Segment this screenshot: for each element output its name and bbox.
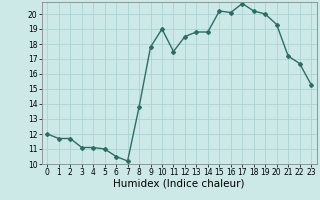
X-axis label: Humidex (Indice chaleur): Humidex (Indice chaleur)	[114, 179, 245, 189]
